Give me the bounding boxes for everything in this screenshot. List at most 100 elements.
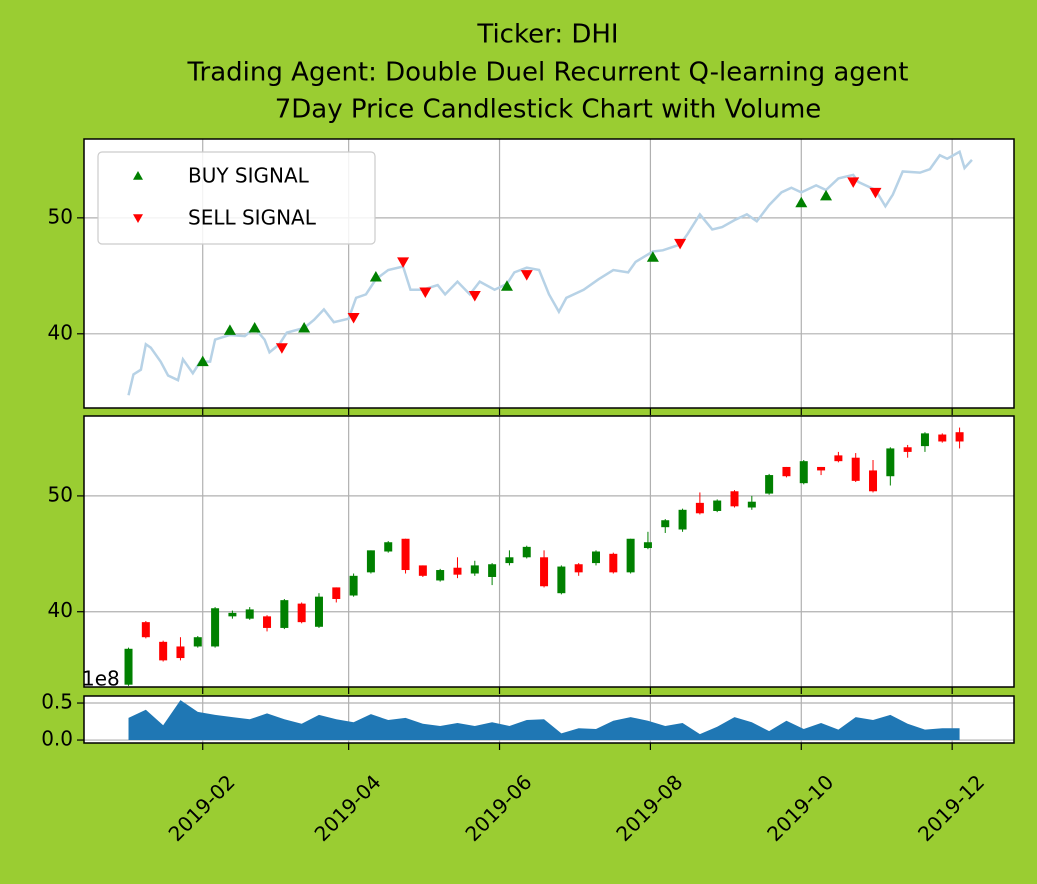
candle-body xyxy=(661,520,670,528)
candle-body xyxy=(245,609,254,619)
candle-body xyxy=(141,622,150,638)
legend-label: SELL SIGNAL xyxy=(188,206,317,230)
chart-title: Trading Agent: Double Duel Recurrent Q-l… xyxy=(187,58,909,88)
signal-marker xyxy=(869,187,882,199)
candle-body xyxy=(470,565,479,574)
signal-marker xyxy=(520,270,533,281)
signal-marker xyxy=(847,177,860,188)
panel: 40 50 BUY SIGNAL SELL SIGNAL xyxy=(48,138,1015,415)
candle-body xyxy=(211,608,220,647)
candle-body xyxy=(314,596,323,627)
legend-label: BUY SIGNAL xyxy=(188,164,310,188)
x-tick-label: 2019-10 xyxy=(762,770,838,846)
candle-body xyxy=(695,502,704,514)
plot-area xyxy=(84,416,1014,687)
signal-marker xyxy=(419,287,432,299)
x-tick-label: 2019-08 xyxy=(611,770,687,846)
y-tick-label: 40 xyxy=(48,598,73,622)
candle-body xyxy=(176,646,185,659)
candle-body xyxy=(124,648,133,685)
signal-marker xyxy=(820,189,833,201)
candle-body xyxy=(782,466,791,477)
axes-frame xyxy=(83,138,1015,409)
panel: 2019-02 2019-04 2019-06 2019-08 2019-10 2019-… xyxy=(41,667,1015,846)
signal-marker xyxy=(347,313,360,324)
candle-body xyxy=(730,491,739,507)
candle-body xyxy=(280,600,289,628)
signal-marker xyxy=(646,251,659,262)
candle-body xyxy=(678,509,687,530)
candle-body xyxy=(886,448,895,477)
y-tick-label: 0.5 xyxy=(41,690,73,714)
signal-marker xyxy=(500,280,513,291)
candle-body xyxy=(159,641,168,661)
candle-body xyxy=(799,461,808,484)
candle-body xyxy=(436,570,445,581)
chart-title: 7Day Price Candlestick Chart with Volume xyxy=(275,95,822,125)
plot xyxy=(127,149,973,396)
candle-body xyxy=(366,550,375,573)
volume-area xyxy=(128,700,960,741)
legend-marker xyxy=(133,214,143,223)
candle-body xyxy=(384,542,393,552)
y-tick-label: 50 xyxy=(48,482,73,506)
candle-body xyxy=(903,447,912,452)
candle-body xyxy=(228,612,237,617)
candle-body xyxy=(418,565,427,576)
axes-frame xyxy=(83,695,1015,744)
plot xyxy=(124,427,964,686)
signal-marker xyxy=(223,324,236,335)
legend-box xyxy=(97,151,376,245)
candle-body xyxy=(540,557,549,587)
x-tick-label: 2019-06 xyxy=(460,770,536,846)
signal-marker xyxy=(298,321,311,333)
candle-body xyxy=(626,538,635,573)
axes-frame xyxy=(83,415,1015,688)
y-tick-label: 50 xyxy=(48,204,73,228)
offset-label: 1e8 xyxy=(82,667,120,691)
candle-body xyxy=(297,603,306,623)
panel: 40 50 xyxy=(48,415,1015,694)
y-tick-label: 0.0 xyxy=(41,727,73,751)
candle-body xyxy=(938,434,947,442)
y-tick-label: 40 xyxy=(48,320,73,344)
candle-body xyxy=(747,501,756,508)
candle-body xyxy=(591,551,600,564)
candle-body xyxy=(643,542,652,549)
candle-body xyxy=(522,546,531,558)
candle-body xyxy=(713,500,722,511)
candle-body xyxy=(193,637,202,647)
price-line xyxy=(127,149,973,396)
x-tick-label: 2019-02 xyxy=(164,770,240,846)
signal-marker xyxy=(468,291,481,302)
candle-body xyxy=(869,470,878,492)
legend: BUY SIGNAL SELL SIGNAL xyxy=(97,151,376,245)
candle-body xyxy=(401,538,410,571)
candle-body xyxy=(609,553,618,573)
candle-body xyxy=(263,616,272,628)
candle-body xyxy=(488,564,497,577)
candle-body xyxy=(955,432,964,442)
plot xyxy=(128,700,960,741)
chart-title: Ticker: DHI xyxy=(476,20,618,50)
signal-marker xyxy=(196,355,209,367)
signal-marker xyxy=(248,321,261,333)
candle-body xyxy=(557,566,566,594)
candle-body xyxy=(574,564,583,573)
legend-marker xyxy=(133,171,143,180)
signal-marker xyxy=(795,196,808,208)
candle-body xyxy=(453,567,462,575)
signal-marker xyxy=(369,270,382,282)
candle-body xyxy=(920,433,929,447)
signal-marker xyxy=(275,343,288,354)
signal-marker xyxy=(674,238,687,250)
signal-marker xyxy=(397,257,410,268)
x-tick-label: 2019-12 xyxy=(913,770,989,846)
candle-body xyxy=(817,466,826,471)
candle-body xyxy=(765,475,774,494)
candle-body xyxy=(349,575,358,596)
candle-body xyxy=(834,455,843,462)
candle-body xyxy=(505,557,514,564)
candle-body xyxy=(332,587,341,599)
